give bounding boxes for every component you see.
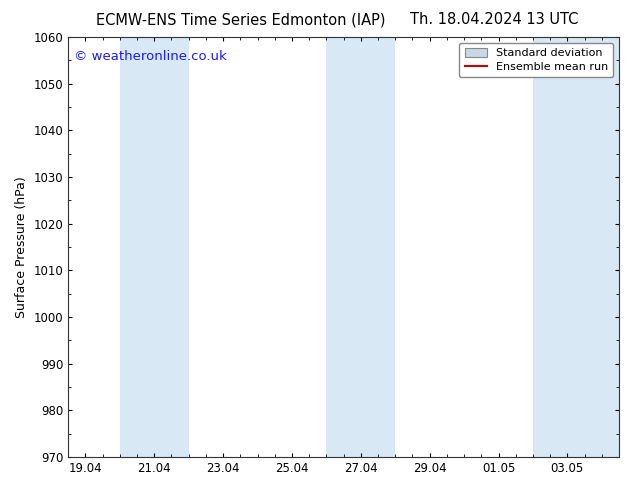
Text: © weatheronline.co.uk: © weatheronline.co.uk [74, 50, 226, 63]
Bar [533, 37, 619, 457]
Bar [120, 37, 189, 457]
Text: Th. 18.04.2024 13 UTC: Th. 18.04.2024 13 UTC [410, 12, 579, 27]
Y-axis label: Surface Pressure (hPa): Surface Pressure (hPa) [15, 176, 28, 318]
Legend: Standard deviation, Ensemble mean run: Standard deviation, Ensemble mean run [459, 43, 614, 77]
Bar [327, 37, 395, 457]
Text: ECMW-ENS Time Series Edmonton (IAP): ECMW-ENS Time Series Edmonton (IAP) [96, 12, 385, 27]
